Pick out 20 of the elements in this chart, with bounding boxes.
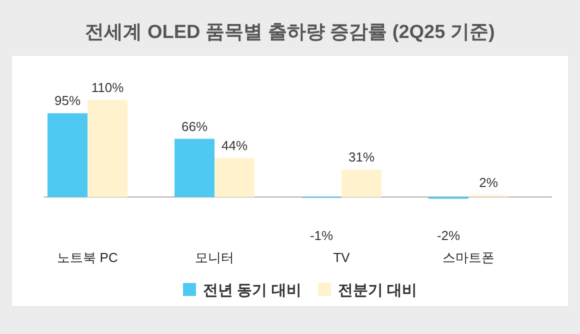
data-label: -1% (310, 228, 334, 243)
data-label: 31% (348, 150, 375, 165)
bar (88, 100, 128, 197)
data-label: 44% (221, 138, 248, 154)
chart-title: 전세계 OLED 품목별 출하량 증감률 (2Q25 기준) (85, 22, 495, 43)
legend-label: 전분기 대비 (338, 282, 418, 299)
x-tick-label: 스마트폰 (442, 250, 494, 265)
data-label: 66% (181, 118, 208, 134)
data-label: -2% (436, 228, 460, 243)
data-label: 2% (479, 175, 498, 190)
x-tick-label: 노트북 PC (57, 250, 118, 265)
bar (174, 138, 214, 197)
x-tick-label: TV (333, 250, 350, 265)
x-tick-label: 모니터 (195, 250, 234, 265)
bar (214, 158, 254, 197)
bar (342, 170, 382, 197)
data-label: 95% (54, 93, 81, 108)
bar (48, 113, 88, 197)
legend-label: 전년 동기 대비 (203, 282, 302, 299)
data-label: 110% (91, 80, 124, 95)
